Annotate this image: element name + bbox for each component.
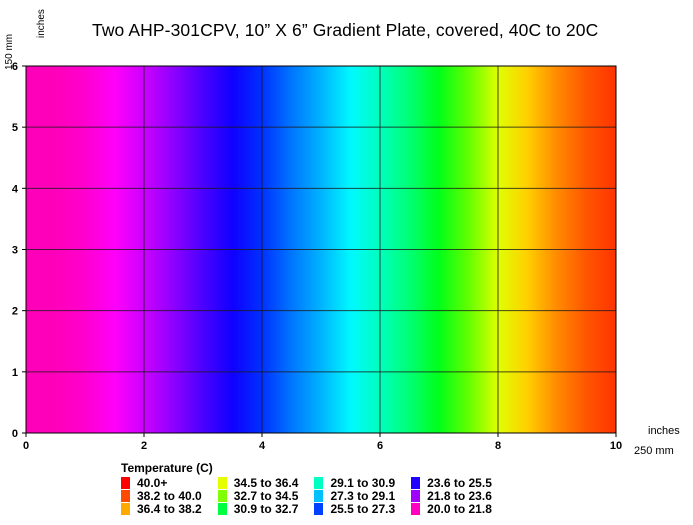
legend-label: 27.3 to 29.1 (330, 488, 396, 503)
x-tick-label: 8 (495, 440, 501, 452)
legend-column: 34.5 to 36.4 32.7 to 34.5 30.9 to 32.7 (217, 475, 299, 516)
legend-swatch (411, 476, 421, 489)
heatmap-plot: 0 2 4 6 8 10 0 1 2 3 4 5 6 (12, 61, 622, 452)
legend-swatch (121, 502, 130, 515)
legend-label: 29.1 to 30.9 (330, 475, 396, 490)
legend-column: 40.0+ 38.2 to 40.0 36.4 to 38.2 (121, 475, 202, 516)
y-tick-label: 5 (12, 122, 18, 134)
legend-label: 21.8 to 23.6 (427, 488, 492, 503)
x-axis-ticks: 0 2 4 6 8 10 (23, 433, 622, 452)
legend-swatch (411, 489, 421, 502)
legend-title: Temperature (C) (121, 461, 213, 475)
legend-item: 32.7 to 34.5 (217, 488, 299, 503)
y-tick-label: 3 (12, 245, 18, 257)
grid-lines (26, 66, 616, 433)
legend: Temperature (C) 40.0+ 38.2 to 40.0 36.4 to… (121, 461, 492, 516)
legend-item: 25.5 to 27.3 (314, 501, 396, 516)
legend-columns: 40.0+ 38.2 to 40.0 36.4 to 38.2 34.5 to 36.… (121, 475, 492, 516)
legend-label: 40.0+ (137, 475, 168, 490)
legend-swatch (314, 489, 324, 502)
y-axis-ticks: 0 1 2 3 4 5 6 (12, 61, 26, 440)
legend-label: 34.5 to 36.4 (233, 475, 299, 490)
legend-label: 38.2 to 40.0 (137, 488, 202, 503)
x-tick-label: 2 (141, 440, 147, 452)
legend-item: 21.8 to 23.6 (411, 488, 492, 503)
legend-label: 23.6 to 25.5 (427, 475, 492, 490)
y-tick-label: 2 (12, 306, 18, 318)
legend-label: 25.5 to 27.3 (330, 501, 396, 516)
y-tick-label: 1 (12, 367, 18, 379)
x-tick-label: 6 (377, 440, 383, 452)
chart-title: Two AHP-301CPV, 10” X 6” Gradient Plate,… (92, 20, 599, 40)
x-axis-metric-label: 250 mm (634, 445, 674, 457)
legend-swatch (411, 502, 421, 515)
legend-label: 36.4 to 38.2 (137, 501, 202, 516)
legend-item: 30.9 to 32.7 (217, 501, 299, 516)
legend-item: 34.5 to 36.4 (217, 475, 299, 490)
legend-swatch (217, 502, 227, 515)
legend-swatch (217, 476, 227, 489)
x-tick-label: 10 (610, 440, 622, 452)
legend-item: 23.6 to 25.5 (411, 475, 492, 490)
y-tick-label: 4 (12, 183, 19, 195)
legend-label: 32.7 to 34.5 (233, 488, 299, 503)
legend-item: 20.0 to 21.8 (411, 501, 492, 516)
legend-swatch (121, 489, 130, 502)
legend-column: 23.6 to 25.5 21.8 to 23.6 20.0 to 21.8 (411, 475, 492, 516)
legend-label: 30.9 to 32.7 (233, 501, 299, 516)
legend-item: 29.1 to 30.9 (314, 475, 396, 490)
y-tick-label: 6 (12, 61, 18, 73)
legend-swatch (217, 489, 227, 502)
legend-item: 38.2 to 40.0 (121, 488, 202, 503)
x-tick-label: 0 (23, 440, 29, 452)
legend-item: 40.0+ (121, 475, 202, 490)
legend-item: 27.3 to 29.1 (314, 488, 396, 503)
legend-label: 20.0 to 21.8 (427, 501, 492, 516)
legend-swatch (121, 476, 130, 489)
legend-swatch (314, 476, 324, 489)
legend-item: 36.4 to 38.2 (121, 501, 202, 516)
legend-column: 29.1 to 30.9 27.3 to 29.1 25.5 to 27.3 (314, 475, 396, 516)
legend-swatch (314, 502, 324, 515)
x-tick-label: 4 (259, 440, 266, 452)
y-tick-label: 0 (12, 428, 18, 440)
x-axis-label: inches (648, 425, 680, 437)
